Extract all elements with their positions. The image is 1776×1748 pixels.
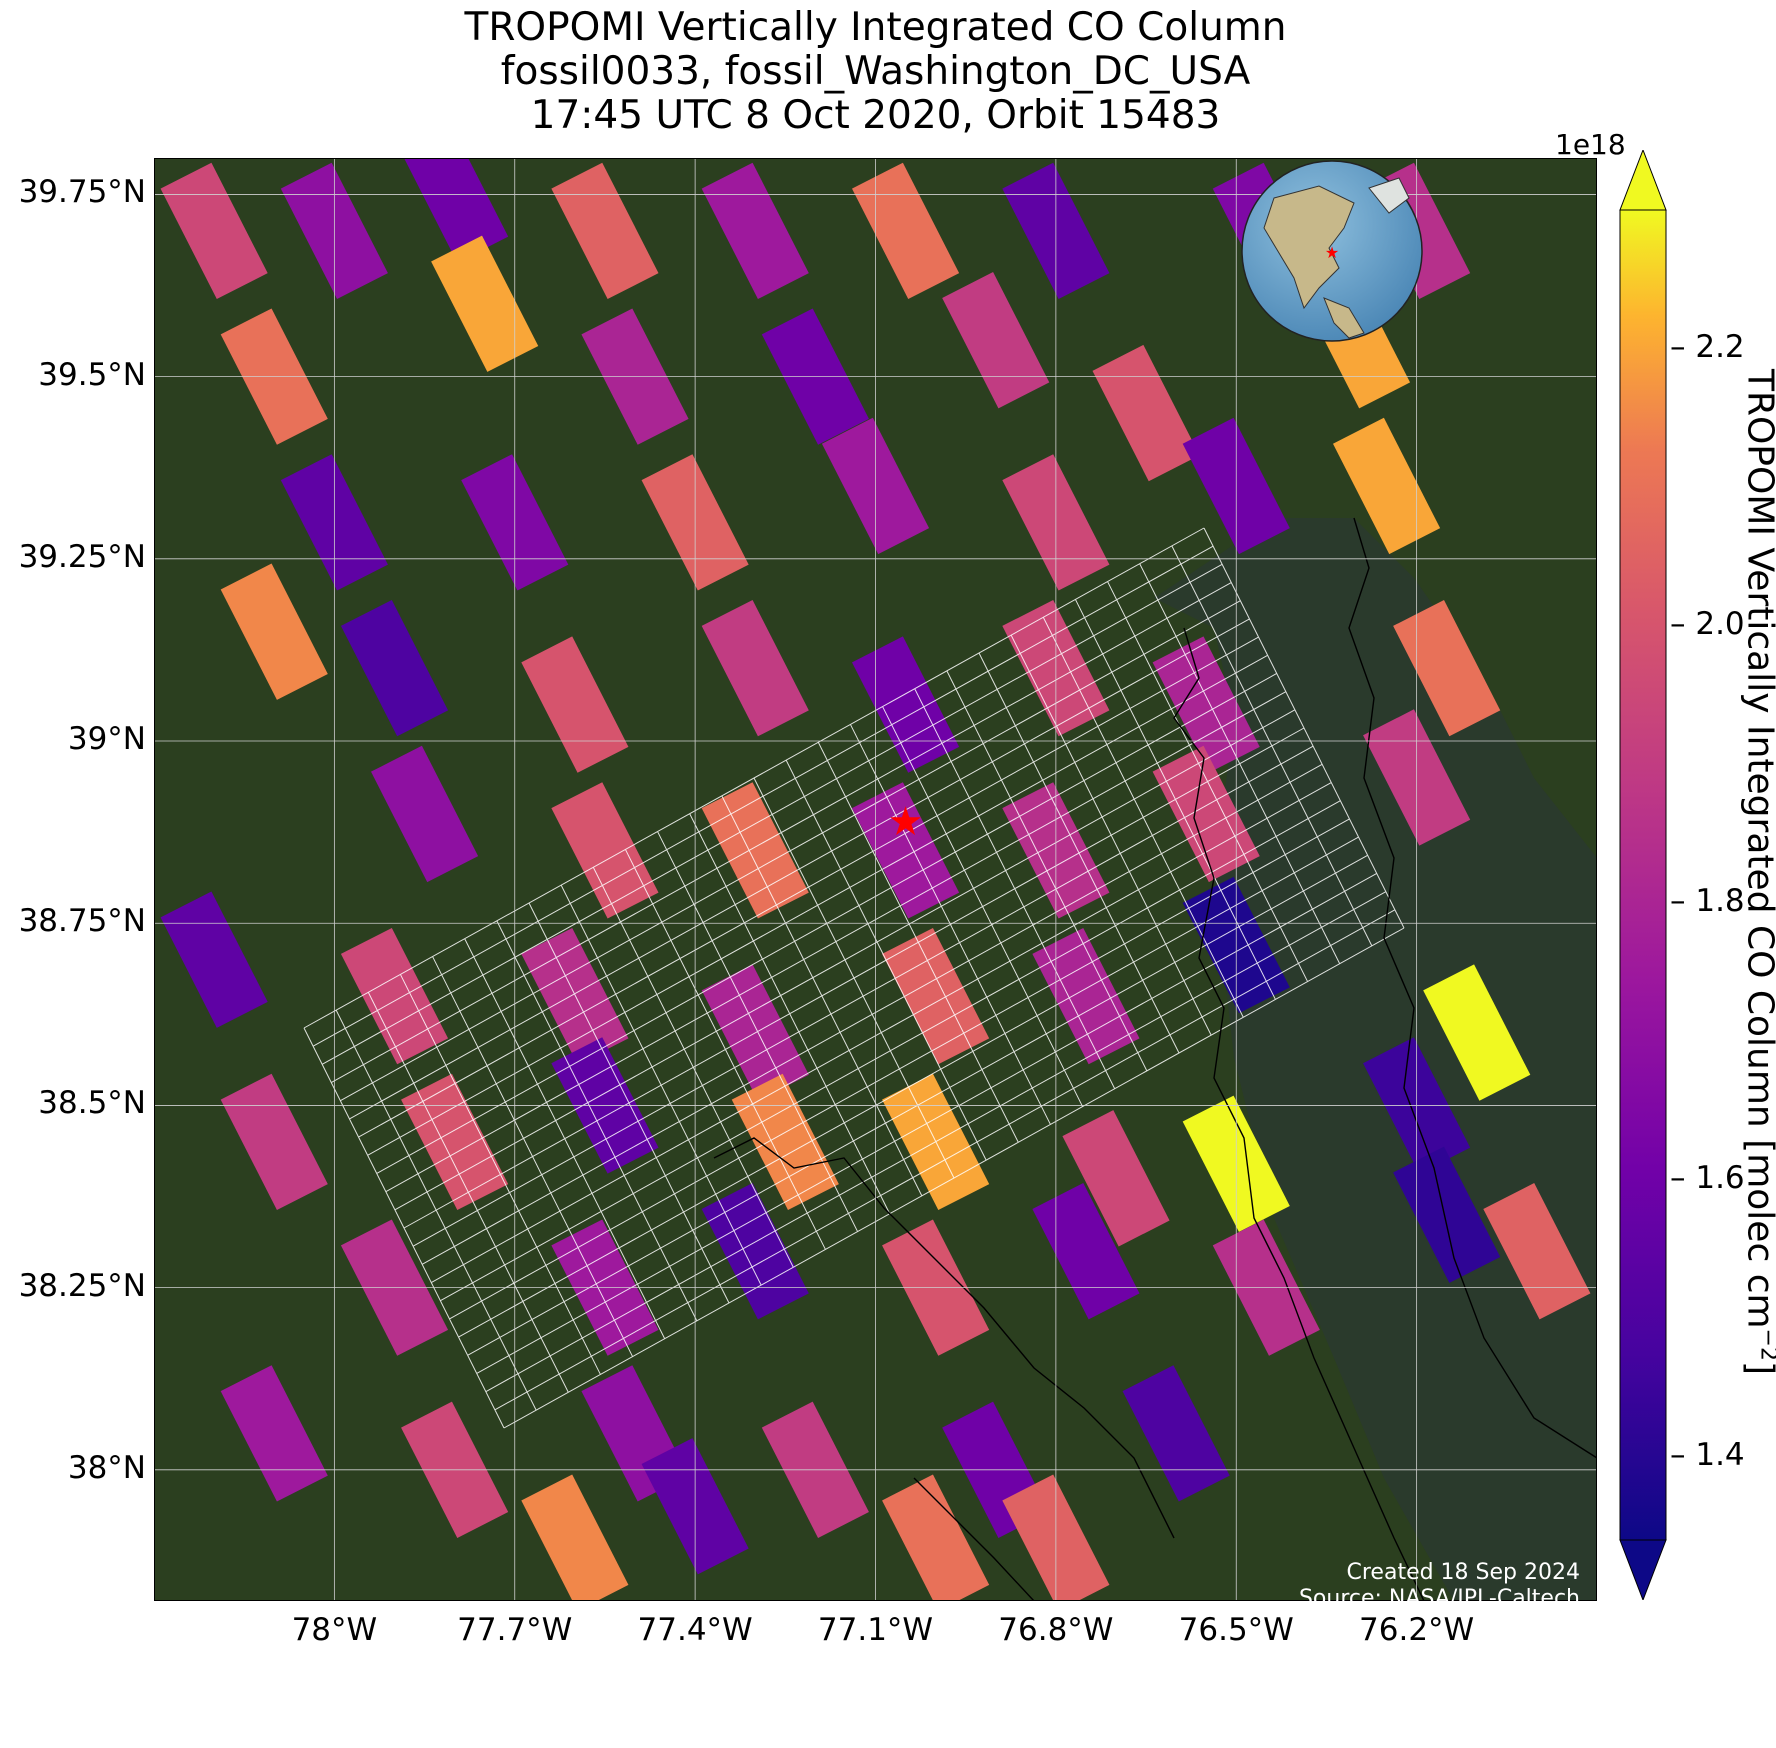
co-pixel-59 bbox=[1032, 1183, 1140, 1320]
co-pixel-47 bbox=[401, 1073, 509, 1211]
colorbar-tick-label: – 1.6 bbox=[1670, 1159, 1745, 1196]
coastlines bbox=[713, 517, 1597, 1601]
lat-tick-label: 38.25°N bbox=[18, 1267, 146, 1304]
co-pixel-68 bbox=[521, 1474, 629, 1601]
lat-tick-label: 39°N bbox=[67, 721, 146, 758]
lon-tick-label: 76.8°W bbox=[998, 1612, 1114, 1648]
co-pixel-22 bbox=[1332, 417, 1441, 555]
lon-tick-label: 78°W bbox=[291, 1612, 378, 1648]
lat-tick-label: 39.5°N bbox=[38, 356, 146, 393]
created-credit: Created 18 Sep 2024 bbox=[1346, 1560, 1581, 1585]
colorbar-gradient bbox=[1619, 209, 1667, 1541]
title-line-2: fossil0033, fossil_Washington_DC_USA bbox=[500, 49, 1251, 94]
target-footprint-mesh bbox=[303, 527, 1405, 1429]
co-pixel-54 bbox=[1393, 1146, 1501, 1283]
co-pixel-34 bbox=[851, 782, 960, 919]
colorbar-title: TROPOMI Vertically Integrated CO Column … bbox=[1740, 369, 1776, 1375]
co-pixel-30 bbox=[1393, 599, 1501, 737]
co-pixel-67 bbox=[1122, 1365, 1230, 1502]
colorbar bbox=[1619, 150, 1667, 1600]
co-pixel-29 bbox=[1152, 636, 1260, 773]
co-pixel-46 bbox=[220, 1073, 328, 1211]
co-pixel-13 bbox=[942, 272, 1050, 409]
co-pixel-0 bbox=[160, 162, 268, 300]
co-pixel-31 bbox=[370, 745, 479, 883]
co-pixel-61 bbox=[1483, 1183, 1591, 1320]
co-pixel-23 bbox=[220, 563, 328, 700]
co-pixel-62 bbox=[220, 1365, 328, 1502]
colorbar-title-text: TROPOMI Vertically Integrated CO Column … bbox=[1739, 368, 1776, 1329]
co-pixel-24 bbox=[340, 599, 449, 737]
lon-tick-label: 76.2°W bbox=[1359, 1612, 1475, 1648]
co-pixel-51 bbox=[1062, 1110, 1170, 1247]
colorbar-tick-label: – 2.2 bbox=[1670, 328, 1745, 365]
colorbar-extend-bottom bbox=[1619, 1539, 1667, 1600]
map-plot[interactable]: ★ ★ bbox=[154, 158, 1597, 1601]
co-pixel-26 bbox=[701, 599, 809, 737]
colorbar-extend-top bbox=[1619, 150, 1667, 211]
lat-tick-label: 39.75°N bbox=[18, 174, 146, 211]
co-pixel-3 bbox=[551, 162, 659, 300]
inset-globe[interactable]: ★ bbox=[1241, 160, 1423, 342]
lat-tick-label: 38.5°N bbox=[38, 1085, 146, 1122]
gridlines bbox=[154, 158, 1597, 1601]
lat-tick-label: 38°N bbox=[67, 1449, 146, 1486]
colorbar-title-exponent: −2 bbox=[1755, 1328, 1776, 1361]
co-pixel-43 bbox=[1032, 927, 1140, 1065]
colorbar-title-end: ] bbox=[1740, 1361, 1776, 1375]
globe-site-marker: ★ bbox=[1325, 243, 1339, 262]
title-line-1: TROPOMI Vertically Integrated CO Column bbox=[464, 5, 1287, 50]
co-pixel-45 bbox=[1423, 964, 1531, 1101]
co-pixel-38 bbox=[160, 891, 268, 1028]
colorbar-tick-label: – 2.0 bbox=[1670, 605, 1745, 642]
colorbar-tick-label: – 1.4 bbox=[1670, 1436, 1745, 1473]
co-pixel-5 bbox=[851, 162, 960, 300]
co-pixel-57 bbox=[701, 1183, 809, 1320]
co-pixel-25 bbox=[521, 636, 629, 773]
co-pixel-10 bbox=[431, 235, 539, 372]
site-star-marker: ★ bbox=[888, 799, 924, 845]
co-pixel-69 bbox=[882, 1474, 990, 1601]
co-pixel-33 bbox=[701, 782, 809, 919]
co-pixel-27 bbox=[851, 636, 960, 773]
co-pixel-49 bbox=[731, 1073, 839, 1211]
lat-tick-label: 38.75°N bbox=[18, 903, 146, 940]
source-credit: Source: NASA/JPL-Caltech bbox=[1298, 1586, 1580, 1611]
map-border bbox=[154, 158, 1597, 1601]
co-pixel-4 bbox=[701, 162, 809, 300]
colorbar-exponent: 1e18 bbox=[1555, 128, 1626, 161]
co-pixel-32 bbox=[551, 782, 659, 919]
target-mode-footprint-grid bbox=[303, 527, 1405, 1429]
co-pixel-36 bbox=[1152, 745, 1260, 883]
lon-tick-label: 77.7°W bbox=[457, 1612, 573, 1648]
co-pixel-39 bbox=[340, 927, 449, 1065]
lon-tick-label: 76.5°W bbox=[1178, 1612, 1294, 1648]
co-pixel-14 bbox=[1092, 344, 1200, 482]
lon-tick-label: 77.4°W bbox=[637, 1612, 753, 1648]
lon-tick-label: 77.1°W bbox=[817, 1612, 934, 1648]
title-line-3: 17:45 UTC 8 Oct 2020, Orbit 15483 bbox=[530, 93, 1221, 138]
colorbar-tick-label: – 1.8 bbox=[1670, 882, 1745, 919]
lat-tick-label: 39.25°N bbox=[18, 538, 146, 575]
